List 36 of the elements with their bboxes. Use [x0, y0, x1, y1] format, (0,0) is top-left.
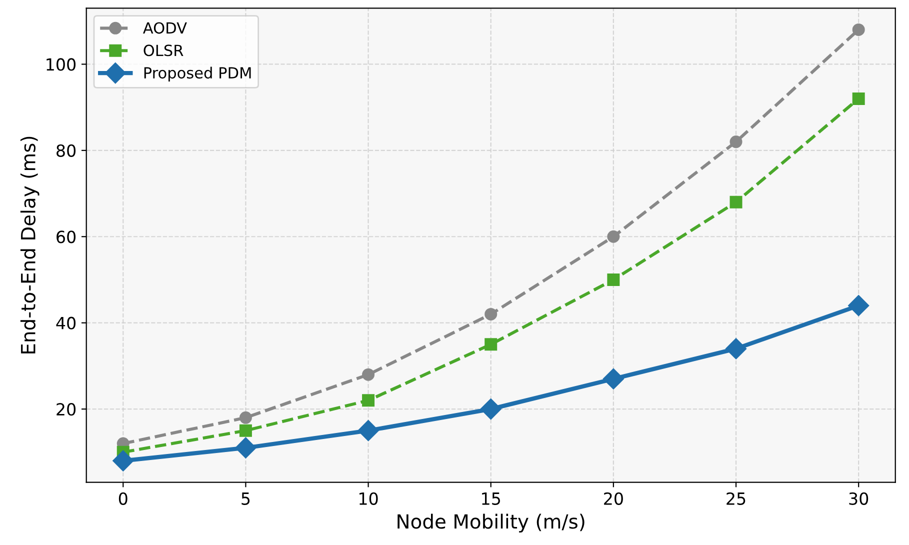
y-tick-label: 80	[56, 144, 76, 157]
x-tick-label: 15	[482, 492, 500, 505]
point	[607, 230, 620, 243]
point	[362, 394, 375, 407]
y-axis-title: End-to-End Delay (ms)	[20, 136, 40, 354]
point	[848, 295, 870, 316]
legend-label: OLSR	[144, 44, 184, 56]
point	[726, 338, 747, 360]
legend-label: Proposed PDM	[144, 66, 251, 82]
x-tick-label: 10	[360, 492, 378, 505]
point	[362, 368, 375, 381]
point	[480, 398, 502, 420]
point	[607, 273, 620, 286]
point	[112, 450, 134, 472]
point	[730, 136, 742, 148]
point	[239, 411, 252, 424]
y-tick-label: 20	[56, 403, 76, 416]
point	[235, 437, 256, 458]
point	[730, 196, 742, 208]
x-tick-label: 20	[604, 492, 623, 505]
x-tick-label: 5	[242, 492, 250, 505]
y-tick-label: 100	[46, 58, 76, 71]
legend-label: AODV	[143, 22, 187, 34]
y-tick-label: 60	[56, 230, 76, 244]
point	[484, 308, 498, 320]
x-tick-label: 30	[849, 492, 868, 505]
x-tick-label: 0	[118, 492, 128, 505]
point	[358, 420, 379, 442]
x-tick-label: 25	[726, 492, 746, 505]
point	[602, 368, 624, 390]
x-axis-title: Node Mobility (m/s)	[398, 514, 584, 533]
y-tick-label: 40	[56, 316, 76, 330]
point	[484, 338, 498, 351]
point	[852, 23, 865, 36]
point	[239, 424, 252, 437]
point	[852, 92, 865, 105]
